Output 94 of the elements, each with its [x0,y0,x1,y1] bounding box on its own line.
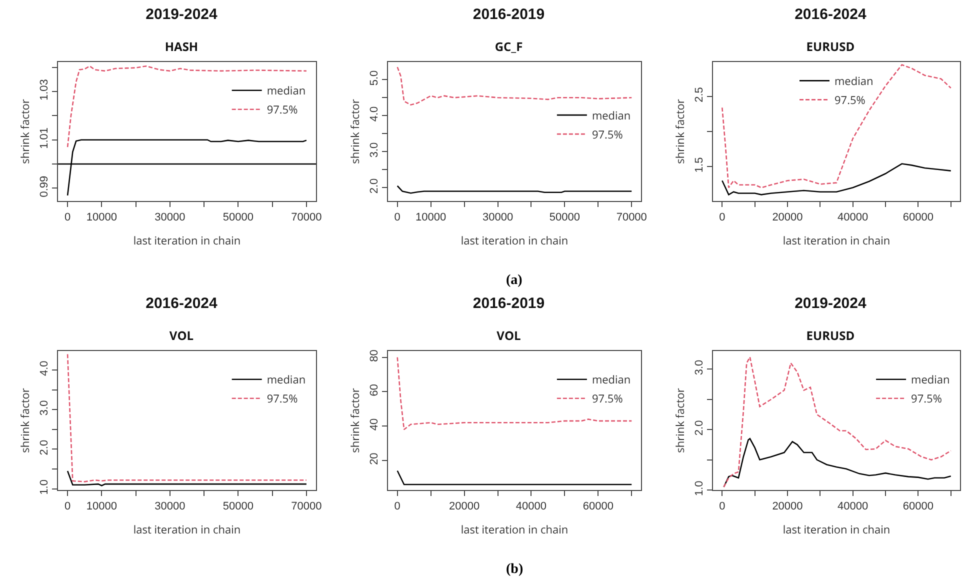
x-tick-label: 30000 [154,211,186,224]
x-tick-label: 10000 [416,211,446,224]
chart-title: 2019-2024 [146,6,218,24]
x-tick-label: 10000 [86,500,117,512]
chart-title: 2016-2019 [472,6,545,24]
x-axis-title: last iteration in chain [782,234,890,248]
legend-label: median [834,74,874,89]
chart-subtitle: EURUSD [806,326,855,344]
y-axis-title: shrink factor [18,98,34,164]
x-tick-label: 60000 [902,211,934,224]
y-axis-title: shrink factor [673,388,688,453]
y-axis-title: shrink factor [348,98,364,164]
y-tick-label: 2.0 [368,178,380,194]
chart-title: 2016-2019 [472,295,545,312]
x-tick-label: 50000 [222,500,254,512]
y-tick-label: 2.5 [693,87,706,102]
x-tick-label: 0 [394,500,400,512]
line-series [723,356,952,488]
x-tick-label: 40000 [838,500,868,512]
x-tick-label: 30000 [482,211,514,224]
legend-label: median [592,372,631,388]
text: (a) [506,273,523,288]
line-series [66,65,308,148]
y-tick-label: 0.99 [38,176,50,198]
y-tick-label: 1.0 [38,480,50,495]
legend-label: median [266,372,306,388]
y-tick-label: 3.0 [38,400,50,416]
y-tick-label: 5.0 [368,70,380,86]
x-tick-label: 0 [719,211,726,224]
y-tick-label: 60 [368,384,380,396]
x-tick-label: 70000 [291,500,322,512]
x-tick-label: 70000 [616,211,647,224]
x-tick-label: 50000 [549,211,580,224]
x-axis-title: last iteration in chain [460,234,568,248]
legend-label: median [592,108,631,124]
y-tick-label: 1.0 [693,480,706,496]
x-axis-title: last iteration in chain [782,522,890,538]
x-tick-label: 20000 [449,500,480,512]
y-axis-title: shrink factor [348,388,364,453]
y-axis-title: shrink factor [18,388,34,453]
x-tick-label: 20000 [772,211,803,224]
line-series [722,64,952,188]
y-tick-label: 20 [368,452,380,465]
legend-label: 97.5% [911,392,942,407]
x-axis-title: last iteration in chain [460,522,568,538]
x-axis-title: last iteration in chain [133,234,241,248]
y-tick-label: 1.01 [38,127,50,149]
y-tick-label: 1.03 [38,79,50,101]
chart-subtitle: EURUSD [806,38,855,55]
x-tick-label: 30000 [154,500,186,512]
x-tick-label: 70000 [291,211,322,224]
x-tick-label: 10000 [86,211,117,224]
line-series [396,356,632,430]
y-tick-label: 2.0 [38,440,50,456]
legend-label: median [266,84,306,99]
y-tick-label: 1.5 [693,157,706,173]
chart-subtitle: VOL [496,326,522,344]
chart-subtitle: GC_F [494,38,523,55]
chart-title: 2016-2024 [794,6,867,24]
x-tick-label: 0 [719,500,726,512]
line-series [66,470,308,486]
legend-label: 97.5% [834,92,866,108]
legend-label: 97.5% [266,102,298,118]
legend-label: median [911,372,950,388]
legend-label: 97.5% [592,392,623,407]
y-tick-label: 2.0 [693,420,706,436]
chart-title: 2016-2024 [146,295,218,312]
x-tick-label: 60000 [902,500,934,512]
x-tick-label: 60000 [582,500,614,512]
line-series [396,66,632,106]
x-tick-label: 0 [394,211,400,224]
x-tick-label: 0 [64,211,71,224]
x-tick-label: 40000 [516,500,547,512]
y-axis-title: shrink factor [673,98,688,164]
y-tick-label: 40 [368,418,380,431]
x-tick-label: 40000 [838,211,868,224]
chart-subtitle: HASH [164,38,198,55]
y-tick-label: 3.0 [693,360,706,376]
y-tick-label: 3.0 [368,142,380,158]
text: (b) [506,562,524,577]
chart-subtitle: VOL [169,326,194,344]
y-tick-label: 4.0 [38,360,50,376]
x-axis-title: last iteration in chain [133,522,241,538]
legend-label: 97.5% [592,127,623,142]
y-tick-label: 80 [368,350,380,362]
line-series [66,354,308,482]
y-tick-label: 4.0 [368,106,380,122]
chart-title: 2019-2024 [794,295,867,312]
line-series [396,185,632,194]
legend-label: 97.5% [266,392,298,407]
x-tick-label: 50000 [222,211,254,224]
line-series [722,163,952,196]
x-tick-label: 0 [64,500,71,512]
x-tick-label: 20000 [772,500,803,512]
